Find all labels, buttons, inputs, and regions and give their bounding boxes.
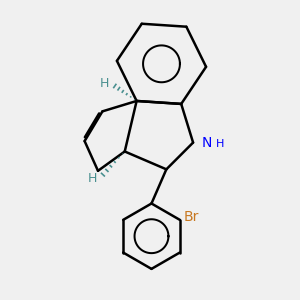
Text: H: H [100, 76, 109, 90]
Text: Br: Br [183, 210, 199, 224]
Text: N: N [201, 136, 212, 150]
Text: H: H [88, 172, 97, 185]
Text: H: H [216, 140, 224, 149]
